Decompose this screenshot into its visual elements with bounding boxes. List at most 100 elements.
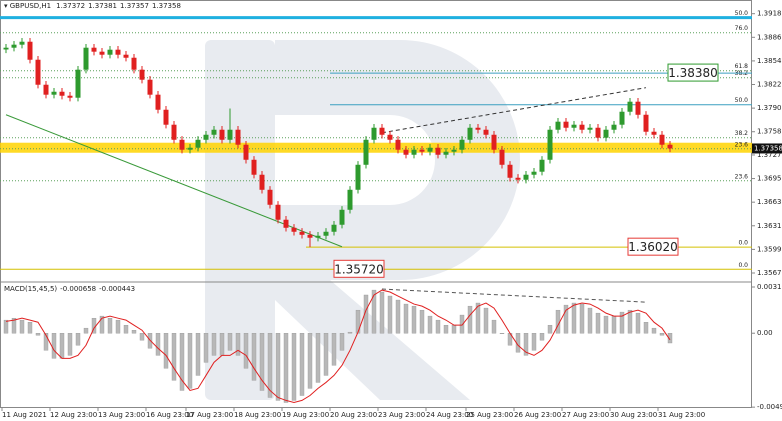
- macd-bar: [419, 309, 425, 334]
- macd-bar: [459, 314, 465, 334]
- macd-bar: [163, 333, 169, 369]
- macd-bar: [67, 333, 73, 356]
- macd-bar: [619, 311, 625, 334]
- x-tick-label: 19 Aug 23:00: [282, 411, 329, 419]
- macd-bar: [451, 324, 457, 334]
- candle-body: [539, 159, 545, 172]
- x-tick-label: 12 Aug 23:00: [50, 411, 97, 419]
- candle-body: [43, 84, 49, 95]
- macd-bar: [27, 322, 33, 334]
- y-tick-label: 1.38865: [757, 33, 782, 41]
- candle-body: [379, 127, 385, 135]
- macd-bar: [539, 333, 545, 341]
- macd-bar: [139, 333, 145, 341]
- macd-bar: [3, 319, 9, 334]
- macd-bar: [427, 315, 433, 334]
- macd-bar: [395, 299, 401, 334]
- y-tick-label: 0.003108: [757, 283, 782, 291]
- level-box: [667, 63, 719, 82]
- macd-bar: [291, 333, 297, 401]
- macd-bar: [131, 330, 137, 334]
- candle-body: [467, 127, 473, 140]
- macd-bar: [467, 305, 473, 334]
- macd-bar: [635, 312, 641, 334]
- y-tick-label: 1.39185: [757, 10, 782, 18]
- zone: [0, 142, 752, 153]
- candle-body: [515, 177, 521, 180]
- symbol: GBPUSD,H1: [10, 2, 51, 10]
- macd-bar: [379, 291, 385, 334]
- candle-body: [307, 234, 313, 238]
- candle-body: [555, 121, 561, 130]
- macd-bar: [315, 333, 321, 383]
- candle-body: [147, 79, 153, 95]
- macd-bar: [195, 333, 201, 376]
- macd-bar: [587, 307, 593, 334]
- candle-body: [403, 149, 409, 155]
- macd-bar: [491, 319, 497, 334]
- candle-body: [603, 129, 609, 138]
- candle-body: [667, 144, 673, 149]
- candle-body: [331, 224, 337, 232]
- macd-bar: [155, 333, 161, 356]
- candle-body: [131, 57, 137, 70]
- candle-body: [451, 149, 457, 152]
- macd-bar: [123, 324, 129, 334]
- candle-body: [363, 139, 369, 165]
- macd-bar: [235, 333, 241, 356]
- macd-bar: [651, 327, 657, 334]
- level-label: 76.0: [735, 25, 749, 32]
- candle-body: [435, 147, 441, 155]
- macd-bar: [627, 309, 633, 334]
- y-tick-label: 1.38225: [757, 81, 782, 89]
- candle-body: [227, 129, 233, 140]
- candle-body: [75, 69, 81, 98]
- candle-body: [59, 91, 65, 96]
- macd-bar: [499, 333, 505, 334]
- candle-body: [611, 124, 617, 130]
- candle-body: [347, 189, 353, 210]
- candle-body: [595, 127, 601, 138]
- candle-body: [483, 129, 489, 135]
- macd-bar: [283, 333, 289, 403]
- candle-body: [11, 44, 17, 48]
- macd-bar: [59, 333, 65, 359]
- candle-body: [91, 47, 97, 52]
- candle-body: [107, 49, 113, 55]
- y-tick-label: 1.35670: [757, 269, 782, 277]
- level-label: 23.6: [735, 173, 749, 180]
- candle-body: [267, 189, 273, 205]
- level-label: 38.2: [735, 70, 749, 77]
- candle-body: [315, 235, 321, 238]
- trend-line: [381, 87, 647, 134]
- x-tick-label: 20 Aug 23:00: [330, 411, 377, 419]
- macd-bar: [19, 319, 25, 334]
- candle-body: [459, 139, 465, 150]
- price-tag-label: 1.37358: [754, 144, 782, 152]
- x-tick-label: 27 Aug 23:00: [562, 411, 609, 419]
- macd-bar: [603, 315, 609, 334]
- level-value: 1.35720: [334, 262, 384, 276]
- macd-bar: [171, 333, 177, 381]
- macd-bar: [179, 333, 185, 391]
- level-value: 1.36020: [628, 240, 678, 254]
- x-tick-label: 30 Aug 23:00: [610, 411, 657, 419]
- x-tick-label: 18 Aug 23:00: [234, 411, 281, 419]
- candle-body: [203, 134, 209, 140]
- macd-bar: [531, 333, 537, 351]
- macd-bar: [523, 333, 529, 356]
- x-tick-label: 23 Aug 23:00: [378, 411, 425, 419]
- candle-body: [491, 134, 497, 150]
- layer: 1.39185 1.38865 1.38545 1.38225 1.37905 1.375…: [0, 10, 782, 419]
- candle-body: [443, 151, 449, 155]
- macd-bar: [339, 333, 345, 351]
- macd-bar: [435, 319, 441, 334]
- y-tick-label: 1.37905: [757, 104, 782, 112]
- y-tick-label: -0.004973: [757, 403, 782, 411]
- candle-body: [219, 129, 225, 140]
- y-tick-label: 1.37270: [757, 151, 782, 159]
- level-box: [333, 259, 385, 278]
- candle-body: [571, 124, 577, 128]
- chart-header: ▾ GBPUSD,H1 1.37372 1.37381 1.37357 1.37358: [4, 2, 181, 10]
- macd-bar: [323, 333, 329, 376]
